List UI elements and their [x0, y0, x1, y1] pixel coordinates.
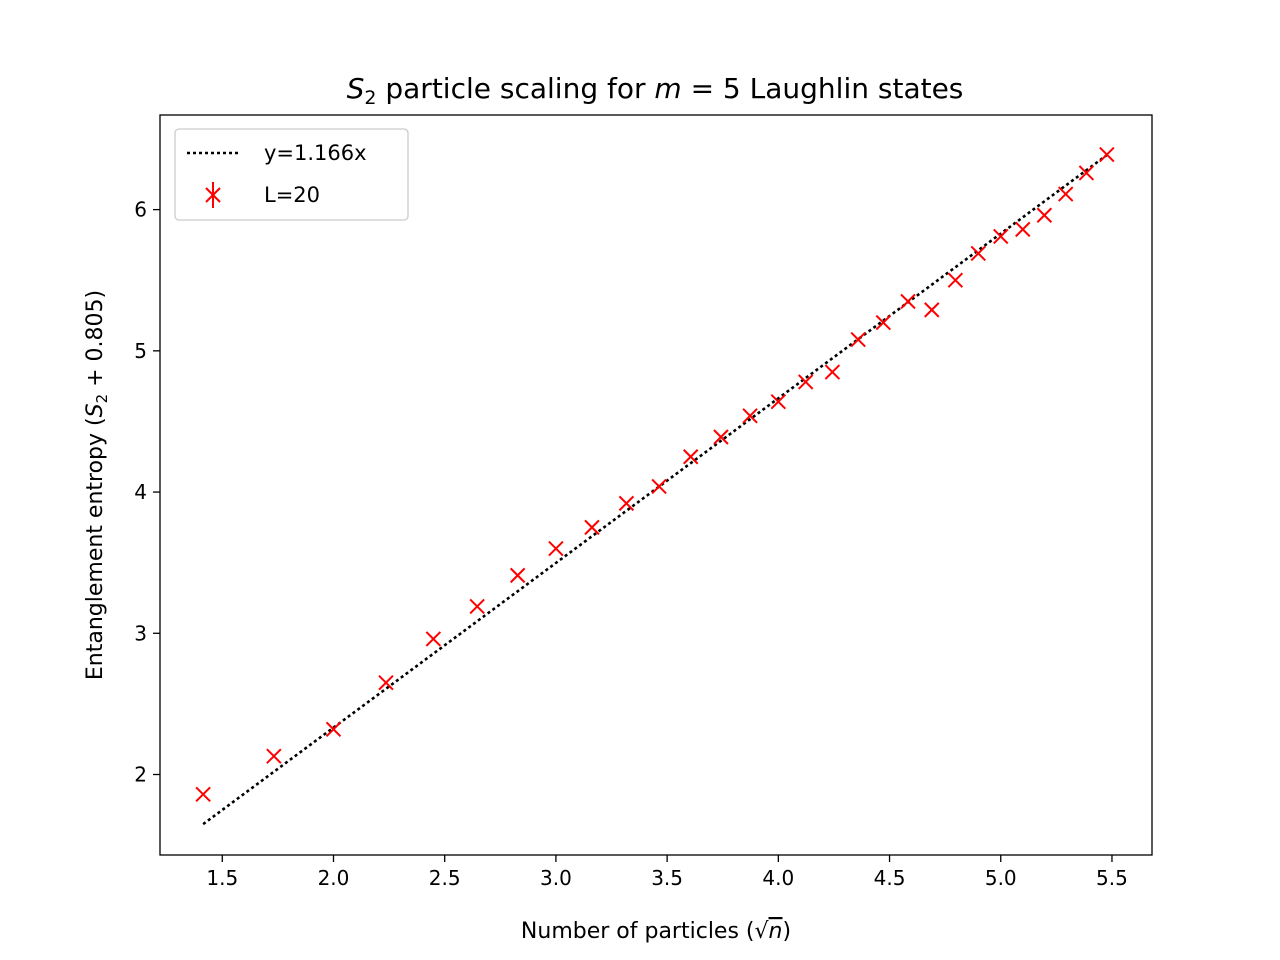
title-var-m: m — [654, 72, 681, 105]
data-point — [548, 540, 564, 557]
data-point — [682, 449, 699, 465]
data-point — [1099, 146, 1115, 163]
data-point — [1015, 221, 1031, 238]
data-point — [875, 314, 892, 331]
title-mid: particle scaling for — [376, 72, 654, 105]
data-point — [900, 293, 916, 310]
y-axis-label: Entanglement entropy (S2 + 0.805) — [83, 290, 111, 680]
data-point — [993, 228, 1009, 245]
ylabel-sub: 2 — [93, 394, 111, 404]
axes-frame — [159, 114, 1153, 856]
x-tick-label: 1.5 — [206, 866, 238, 890]
data-point — [742, 408, 758, 424]
data-point — [584, 519, 600, 536]
legend-series-swatch — [205, 182, 221, 208]
data-point — [1057, 186, 1074, 202]
data-point — [469, 598, 485, 615]
x-tick-label: 3.5 — [651, 866, 683, 890]
data-point — [924, 302, 940, 318]
data-point — [195, 786, 211, 802]
x-tick-label: 5.5 — [1096, 866, 1128, 890]
chart-title: S2 particle scaling for m = 5 Laughlin s… — [347, 72, 964, 109]
data-point — [770, 393, 787, 410]
legend-series-label: L=20 — [264, 183, 320, 207]
x-tick-label: 2.0 — [318, 866, 350, 890]
data-point — [266, 748, 282, 764]
fit-line-group — [202, 154, 1108, 826]
legend-box — [174, 128, 409, 221]
data-point — [378, 675, 394, 691]
x-tick-label: 3.0 — [540, 866, 572, 890]
x-axis-label: Number of particles (√n) — [521, 919, 791, 944]
ylabel-prefix: Entanglement entropy ( — [83, 417, 108, 680]
data-point — [947, 272, 964, 288]
data-points — [195, 146, 1115, 802]
legend: y=1.166x L=20 — [174, 128, 409, 221]
xlabel-text: Number of particles (√ — [521, 919, 770, 944]
data-point — [425, 631, 442, 647]
legend-fit-line-label: y=1.166x — [264, 141, 367, 165]
data-point — [713, 429, 729, 445]
xlabel-var: n — [769, 919, 783, 944]
y-axis-ticks: 2 3 4 5 6 — [134, 198, 160, 787]
data-point — [1078, 165, 1095, 181]
data-point — [1036, 207, 1053, 223]
fit-line — [202, 154, 1108, 826]
x-tick-label: 4.0 — [762, 866, 794, 890]
data-point — [797, 374, 814, 390]
ylabel-suffix: + 0.805) — [83, 290, 108, 394]
x-axis-ticks: 1.5 2.0 2.5 3.0 3.5 4.0 4.5 5.0 5.5 — [206, 855, 1128, 890]
data-point — [970, 245, 986, 262]
data-point — [824, 364, 841, 380]
title-suffix: = 5 Laughlin states — [682, 72, 964, 105]
y-tick-label: 2 — [134, 763, 147, 787]
title-sub: 2 — [364, 87, 376, 109]
data-point — [850, 331, 866, 348]
y-tick-label: 5 — [134, 339, 147, 363]
y-tick-label: 3 — [134, 621, 147, 645]
x-tick-label: 4.5 — [874, 866, 906, 890]
plot-area: 1.5 2.0 2.5 3.0 3.5 4.0 4.5 5.0 5.5 2 3 4 5 6 — [134, 114, 1153, 890]
data-point — [509, 567, 526, 584]
x-tick-label: 5.0 — [985, 866, 1017, 890]
ylabel-var: S — [83, 403, 108, 417]
y-tick-label: 6 — [134, 198, 147, 222]
title-var-s: S — [347, 72, 365, 105]
data-point — [618, 495, 635, 512]
xlabel-close: ) — [782, 919, 791, 944]
data-point — [325, 721, 342, 738]
y-tick-label: 4 — [134, 480, 147, 504]
x-tick-label: 2.5 — [429, 866, 461, 890]
data-point — [651, 478, 667, 495]
